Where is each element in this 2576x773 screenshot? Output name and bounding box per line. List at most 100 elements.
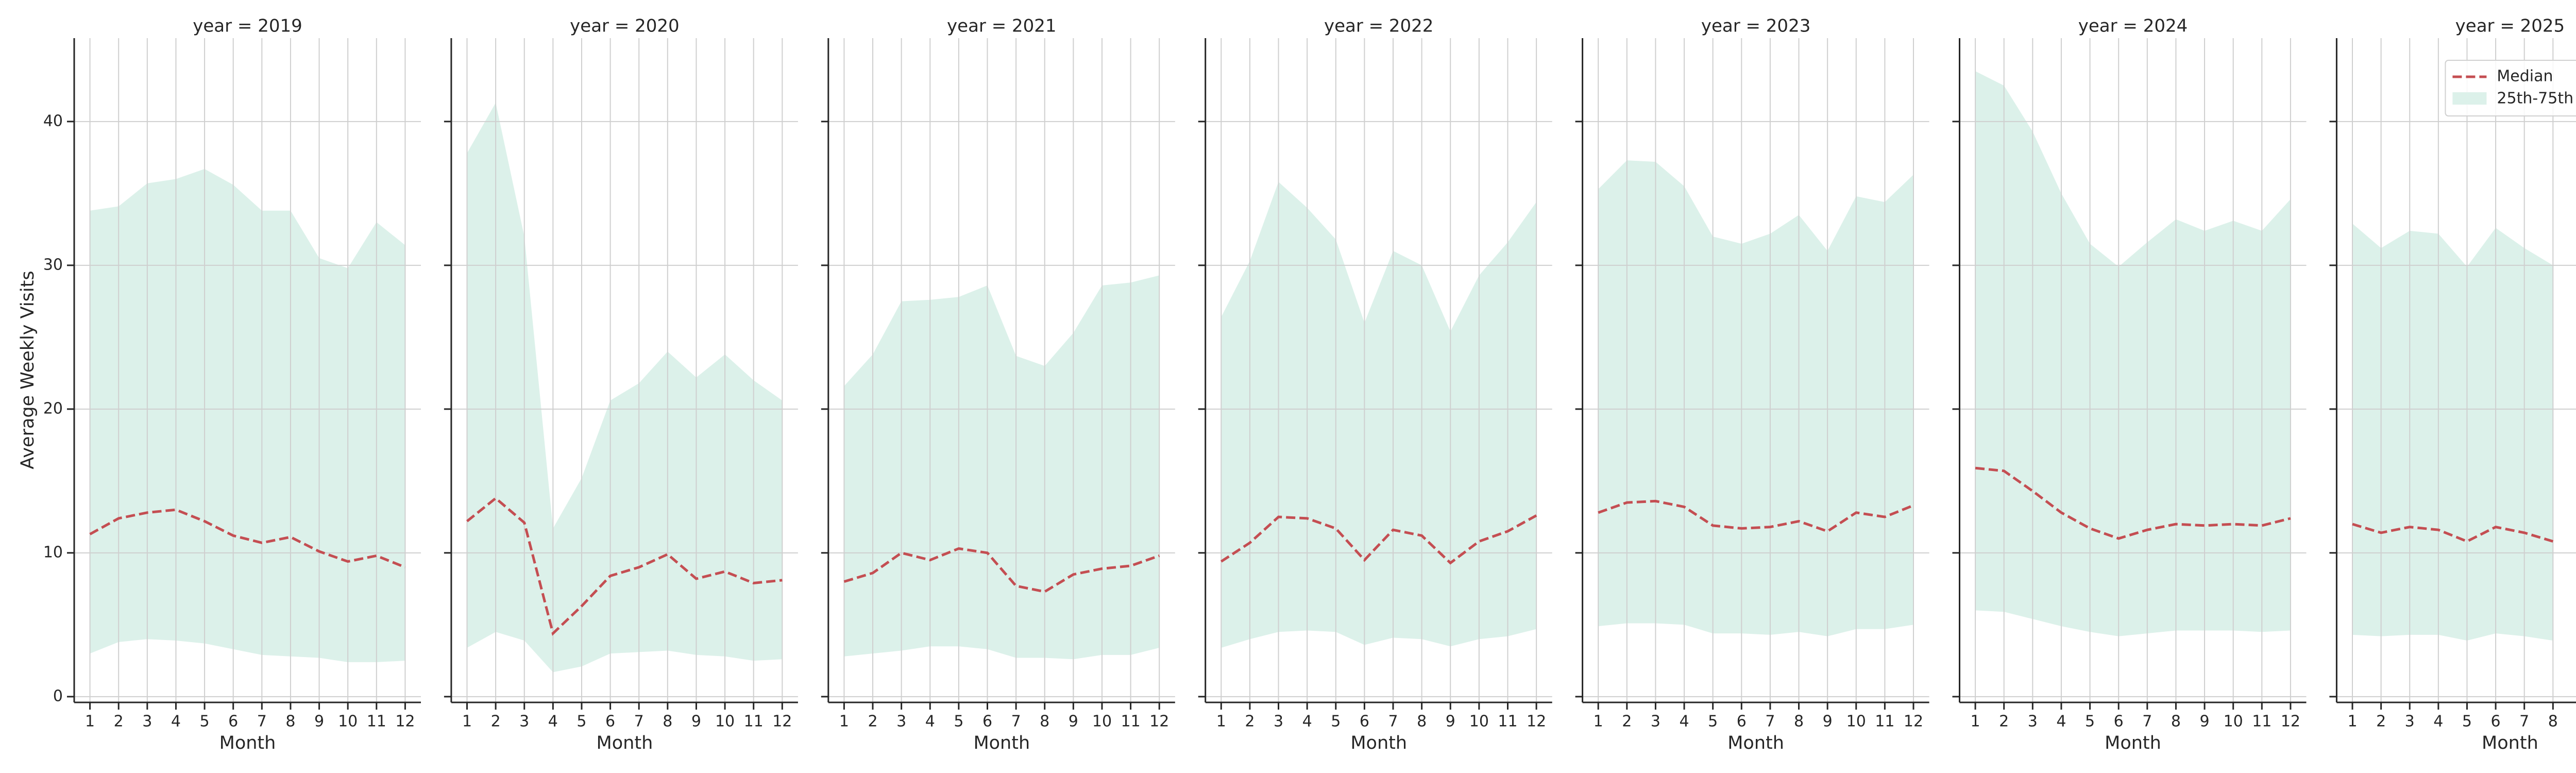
x-tick-label: 2: [1622, 713, 1632, 731]
x-tick-label: 10: [1092, 713, 1112, 731]
x-tick-label: 6: [605, 713, 615, 731]
percentile-band: [844, 275, 1160, 660]
x-tick-label: 9: [1446, 713, 1455, 731]
y-axis-label: Average Weekly Visits: [18, 271, 38, 469]
panel-title: year = 2020: [570, 16, 679, 37]
panel-title: year = 2021: [947, 16, 1056, 37]
x-axis-label: Month: [2105, 733, 2161, 753]
x-tick-label: 2: [491, 713, 501, 731]
x-tick-label: 8: [2171, 713, 2181, 731]
legend-label: 25th-75th Percentile: [2497, 90, 2576, 108]
x-tick-label: 12: [2281, 713, 2300, 731]
x-tick-label: 5: [2462, 713, 2472, 731]
median-line: [1975, 466, 2291, 540]
x-tick-label: 3: [1651, 713, 1660, 731]
x-tick-label: 10: [338, 713, 358, 731]
x-tick-label: 5: [577, 713, 586, 731]
x-tick-label: 9: [1823, 713, 1833, 731]
x-tick-label: 12: [395, 713, 415, 731]
x-tick-label: 2: [2376, 713, 2386, 731]
x-tick-label: 9: [691, 713, 701, 731]
x-tick-label: 10: [715, 713, 735, 731]
x-tick-label: 7: [2142, 713, 2152, 731]
x-axis-label: Month: [219, 733, 276, 753]
x-tick-label: 2: [114, 713, 124, 731]
x-tick-label: 7: [2519, 713, 2529, 731]
x-tick-label: 11: [744, 713, 764, 731]
median-line: [843, 547, 1160, 593]
x-tick-label: 3: [519, 713, 529, 731]
panel-title: year = 2025: [2455, 16, 2565, 37]
x-tick-label: 5: [1708, 713, 1718, 731]
x-tick-label: 8: [2548, 713, 2558, 731]
x-tick-label: 3: [142, 713, 152, 731]
x-tick-label: 3: [1274, 713, 1283, 731]
x-tick-label: 5: [954, 713, 963, 731]
median-line: [89, 508, 406, 569]
panel-title: year = 2019: [193, 16, 302, 37]
percentile-band: [90, 169, 405, 662]
percentile-band: [467, 103, 783, 673]
y-tick-label: 30: [43, 256, 63, 274]
y-tick-label: 40: [43, 112, 63, 130]
x-axis-label: Month: [2482, 733, 2538, 753]
x-tick-label: 9: [2200, 713, 2210, 731]
x-tick-label: 9: [1069, 713, 1078, 731]
x-tick-label: 4: [1680, 713, 1689, 731]
x-tick-label: 12: [1904, 713, 1923, 731]
median-line: [1220, 514, 1537, 565]
x-tick-label: 2: [1999, 713, 2009, 731]
x-tick-label: 7: [1765, 713, 1775, 731]
percentile-band: [1975, 71, 2291, 636]
x-tick-label: 7: [257, 713, 267, 731]
legend-band-swatch: [2452, 92, 2487, 105]
x-tick-label: 1: [1971, 713, 1980, 731]
x-tick-label: 8: [1040, 713, 1049, 731]
x-axis-label: Month: [1727, 733, 1784, 753]
x-tick-label: 6: [1360, 713, 1369, 731]
x-tick-label: 11: [367, 713, 386, 731]
x-tick-label: 1: [462, 713, 472, 731]
x-tick-label: 10: [1846, 713, 1866, 731]
panel-title: year = 2023: [1701, 16, 1810, 37]
x-tick-label: 11: [1121, 713, 1140, 731]
x-tick-label: 12: [1149, 713, 1169, 731]
percentile-band: [2352, 223, 2553, 641]
x-tick-label: 8: [663, 713, 672, 731]
x-tick-label: 1: [839, 713, 849, 731]
median-line: [1598, 499, 1914, 533]
x-tick-label: 8: [1417, 713, 1427, 731]
x-tick-label: 11: [1498, 713, 1517, 731]
x-tick-label: 7: [634, 713, 644, 731]
x-tick-label: 1: [2347, 713, 2357, 731]
x-axis-label: Month: [973, 733, 1030, 753]
x-tick-label: 3: [2028, 713, 2038, 731]
percentile-band: [1598, 160, 1914, 636]
x-axis-label: Month: [1350, 733, 1407, 753]
x-tick-label: 6: [2491, 713, 2501, 731]
x-tick-label: 2: [868, 713, 877, 731]
x-tick-label: 4: [2056, 713, 2066, 731]
legend-label: Median: [2497, 68, 2553, 86]
x-tick-label: 7: [1388, 713, 1398, 731]
x-tick-label: 4: [171, 713, 181, 731]
x-tick-label: 3: [896, 713, 906, 731]
x-tick-label: 2: [1245, 713, 1255, 731]
x-tick-label: 12: [1527, 713, 1546, 731]
x-tick-label: 11: [2252, 713, 2272, 731]
x-tick-label: 7: [1011, 713, 1021, 731]
median-line: [466, 496, 783, 636]
x-tick-label: 1: [85, 713, 95, 731]
x-tick-label: 6: [982, 713, 992, 731]
y-tick-label: 10: [43, 543, 63, 561]
x-tick-label: 4: [548, 713, 558, 731]
y-tick-label: 0: [53, 687, 63, 705]
x-tick-label: 3: [2405, 713, 2415, 731]
x-tick-label: 5: [1331, 713, 1341, 731]
x-tick-label: 4: [1302, 713, 1312, 731]
y-tick-label: 20: [43, 399, 63, 417]
x-tick-label: 5: [2085, 713, 2095, 731]
x-tick-label: 6: [1737, 713, 1747, 731]
x-tick-label: 1: [1594, 713, 1603, 731]
panel-title: year = 2022: [1324, 16, 1433, 37]
